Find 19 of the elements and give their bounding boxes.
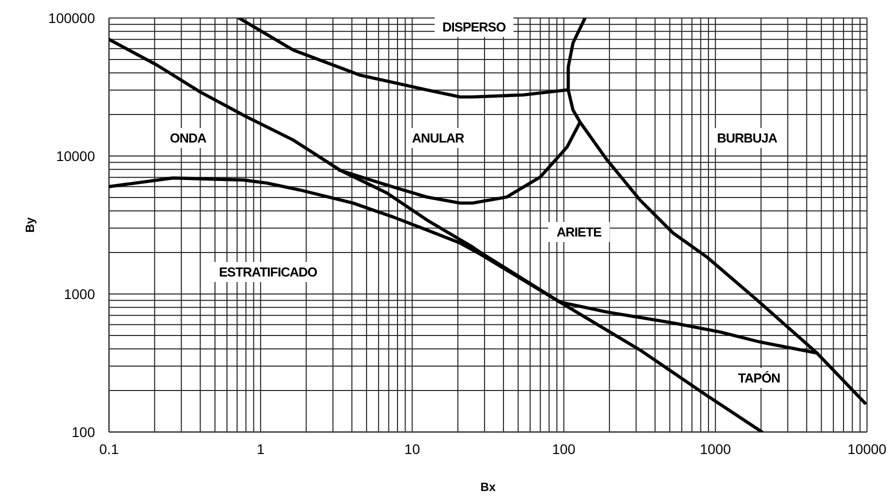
- x-tick-label: 1000: [700, 441, 732, 457]
- x-tick-label: 10: [404, 441, 420, 457]
- y-tick-label: 1000: [64, 286, 96, 302]
- annotation: ARIETE: [556, 224, 602, 240]
- y-axis-title: By: [23, 217, 37, 233]
- x-tick-label: 100: [552, 441, 576, 457]
- annotation: ANULAR: [412, 130, 466, 146]
- x-tick-label: 1: [256, 441, 265, 457]
- annotation: ESTRATIFICADO: [219, 264, 318, 280]
- y-tick-label: 100000: [48, 10, 96, 26]
- y-tick-label: 10000: [56, 148, 96, 164]
- x-tick-label: 0.1: [99, 441, 119, 457]
- annotation: TAPÓN: [738, 370, 780, 386]
- annotation: DISPERSO: [442, 20, 506, 34]
- annotation: BURBUJA: [716, 130, 778, 146]
- x-tick-label: 10000: [848, 441, 887, 457]
- annotation: ONDA: [170, 130, 208, 146]
- y-tick-label: 100: [72, 424, 96, 440]
- x-axis-title: Bx: [480, 480, 496, 494]
